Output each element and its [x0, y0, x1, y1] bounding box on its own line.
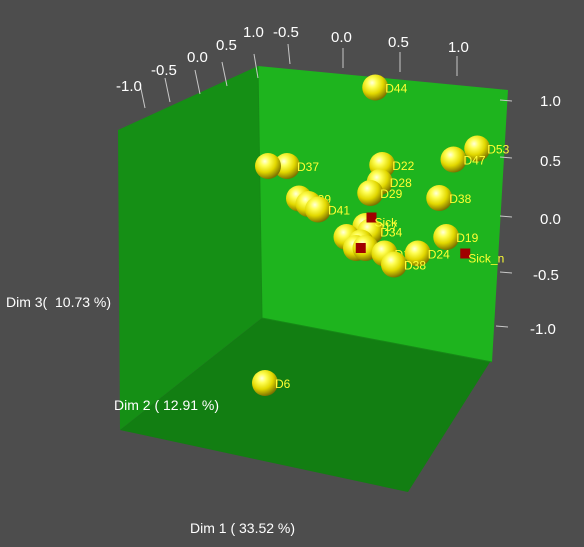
- tick-labels-top-back: -0.5 0.0 0.5 1.0: [273, 24, 469, 56]
- axis-label-dim3: Dim 3( 10.73 %): [6, 294, 111, 310]
- tick-label: 1.0: [243, 24, 264, 41]
- centroid-label: Sick: [375, 216, 399, 230]
- data-point-sphere: [274, 153, 300, 179]
- data-point-sphere: [426, 185, 453, 211]
- box-left-face: [118, 66, 262, 430]
- tick-label: -0.5: [533, 267, 559, 284]
- tick-label: 0.0: [187, 49, 208, 66]
- tick-label: 0.0: [331, 29, 352, 46]
- data-point-sphere: [433, 224, 460, 250]
- tick-label: -1.0: [116, 78, 142, 95]
- tick-label: 0.0: [540, 211, 561, 228]
- axis-label-dim2: Dim 2 ( 12.91 %): [114, 397, 219, 413]
- centroid-label: Sick_n: [468, 252, 504, 266]
- data-point-sphere: [305, 196, 331, 223]
- tick-label: -1.0: [530, 321, 556, 338]
- box-bottom-face: [120, 318, 490, 492]
- point-label: D53: [487, 143, 509, 157]
- point-label: D19: [456, 231, 478, 245]
- point-label: D34: [380, 226, 402, 240]
- tick-label: -0.5: [273, 24, 299, 41]
- point-label: D24: [428, 248, 450, 262]
- point-label: D28: [390, 176, 412, 190]
- centroid-marker: [355, 243, 366, 253]
- point-label: D6: [275, 377, 291, 391]
- data-point-sphere: [362, 74, 389, 101]
- data-point-sphere: [252, 370, 278, 396]
- box-back-face: [258, 66, 508, 362]
- point-label: D29: [380, 187, 402, 201]
- data-point-sphere: [440, 146, 467, 173]
- tick-label: 1.0: [540, 93, 561, 110]
- tick-labels-right: 1.0 0.5 0.0 -0.5 -1.0: [530, 93, 561, 338]
- tick-label: 1.0: [448, 39, 469, 56]
- centroid-marker: [366, 212, 377, 223]
- point-label: D44: [385, 82, 407, 96]
- centroid-marker: [460, 248, 471, 259]
- tick-label: 0.5: [388, 34, 409, 51]
- point-label: D47: [464, 154, 486, 168]
- point-label: D22: [392, 159, 414, 173]
- points-layer: D44D53D47D22D37D28D29D38D39D41D17D34D19D…: [252, 74, 510, 396]
- tick-label: -0.5: [151, 62, 177, 79]
- point-label: D38: [449, 192, 471, 206]
- tick-label: 0.5: [540, 153, 561, 170]
- data-point-sphere: [255, 153, 281, 179]
- data-point-sphere: [381, 251, 407, 278]
- data-point-sphere: [404, 240, 431, 267]
- tick-label: 0.5: [216, 37, 237, 54]
- tick-marks: [139, 43, 513, 328]
- point-label: D37: [297, 160, 319, 174]
- point-label: D41: [328, 204, 350, 218]
- box-edge: [257, 65, 493, 363]
- point-label: D38: [404, 259, 426, 273]
- data-point-sphere: [464, 135, 491, 162]
- data-point-sphere: [357, 180, 384, 206]
- tick-labels-top-front: -1.0 -0.5 0.0 0.5 1.0: [116, 24, 264, 95]
- axis-label-dim1: Dim 1 ( 33.52 %): [190, 520, 295, 536]
